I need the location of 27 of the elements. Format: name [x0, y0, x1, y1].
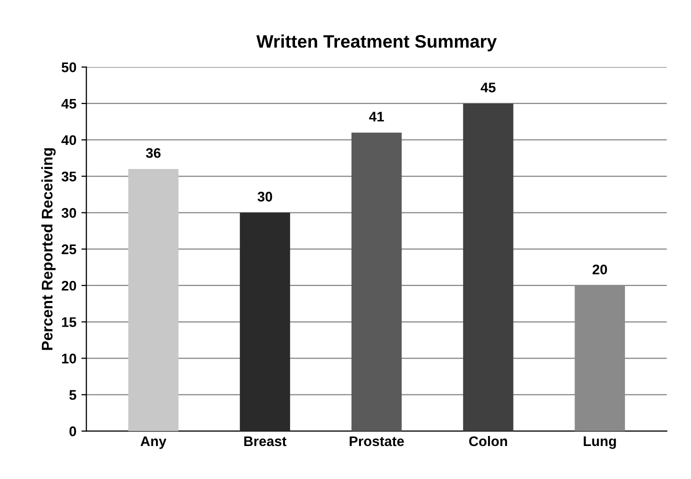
data-label: 41 — [369, 112, 384, 122]
y-tick-label: 0 — [69, 426, 76, 436]
x-tick-label: Breast — [244, 436, 286, 446]
x-tick-label: Lung — [584, 436, 616, 449]
data-label: 30 — [258, 192, 272, 202]
x-tick-label: Colon — [469, 436, 508, 446]
data-label: 20 — [592, 264, 607, 274]
y-tick-label: 15 — [62, 317, 76, 328]
data-label: 45 — [480, 82, 496, 92]
y-tick-label: 5 — [69, 390, 76, 400]
bar — [463, 103, 514, 432]
data-label: 36 — [146, 148, 161, 158]
y-tick-label: 10 — [62, 354, 76, 364]
y-tick-label: 35 — [62, 172, 76, 182]
y-axis-title: Percent Reported Receiving — [41, 148, 56, 350]
y-tick-label: 40 — [61, 135, 76, 146]
x-tick-label: Any — [140, 436, 166, 449]
y-tick-label: 45 — [61, 98, 76, 109]
bar — [351, 132, 402, 432]
y-tick-label: 25 — [62, 244, 76, 254]
chart-title: Written Treatment Summary — [256, 34, 497, 52]
bar — [128, 168, 178, 432]
y-tick-label: 20 — [62, 280, 76, 291]
x-tick-label: Prostate — [350, 436, 404, 446]
bar — [240, 212, 290, 432]
y-tick-label: 30 — [62, 208, 76, 218]
y-tick-label: 50 — [62, 62, 76, 72]
